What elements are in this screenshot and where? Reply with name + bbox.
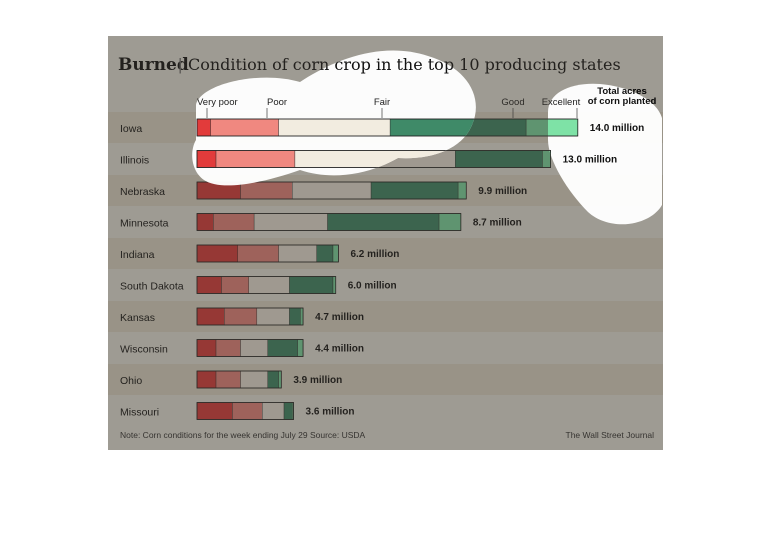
bar-outline-ohio: [196, 370, 282, 389]
highlight-value-header-1: Total acres: [597, 86, 646, 97]
bar-missouri-poor: [232, 402, 263, 420]
bar-missouri-good: [283, 402, 293, 420]
bar-outline-nebraska: [196, 181, 467, 200]
bar-ohio-poor: [215, 370, 241, 389]
bar-wisconsin-fair: [240, 339, 268, 357]
bar-indiana-fair: [278, 244, 317, 263]
bar-nebraska-excellent: [457, 181, 467, 200]
bar-missouri-fair: [262, 402, 285, 420]
highlight-legend-poor: Poor: [267, 97, 287, 108]
bar-indiana-good: [316, 244, 334, 263]
highlight-value-header-2: of corn planted: [588, 96, 657, 107]
highlight-bar-illinois-poor: [215, 150, 296, 168]
bar-kansas-poor: [223, 307, 258, 326]
highlight-bar-illinois-very-poor: [196, 150, 217, 168]
bar-illinois-excellent: [542, 150, 551, 168]
row-band-wisconsin: [108, 332, 663, 364]
bar-minnesota-very-poor: [196, 213, 214, 231]
row-band-missouri: [108, 395, 663, 427]
row-band-ohio: [108, 364, 663, 395]
bar-south-dakota-fair: [248, 276, 290, 294]
category-label-wisconsin: Wisconsin: [120, 344, 168, 356]
bar-outline-minnesota: [196, 213, 462, 231]
bar-minnesota-fair: [253, 213, 328, 231]
bar-outline-indiana: [196, 244, 339, 263]
bar-kansas-good: [289, 307, 301, 326]
highlight-bar-iowa-poor: [210, 118, 279, 137]
category-label-ohio: Ohio: [120, 375, 142, 387]
category-label-indiana: Indiana: [120, 249, 155, 261]
chart-credit: The Wall Street Journal: [566, 430, 655, 440]
bar-outline-wisconsin: [196, 339, 304, 357]
highlight-total-label-illinois: 13.0 million: [563, 155, 617, 166]
bar-minnesota-good: [327, 213, 440, 231]
highlight-legend-very-poor: Very poor: [197, 97, 238, 108]
total-label-minnesota: 8.7 million: [473, 218, 522, 229]
chart-title: Burned: [118, 55, 189, 75]
total-label-nebraska: 9.9 million: [478, 186, 527, 197]
bar-south-dakota-excellent: [332, 276, 336, 294]
highlight-total-label-iowa: 14.0 million: [590, 123, 644, 134]
bar-outline-south-dakota: [196, 276, 337, 294]
bar-kansas-excellent: [300, 307, 304, 326]
total-label-ohio: 3.9 million: [293, 375, 342, 386]
bar-ohio-fair: [240, 370, 268, 389]
category-label-nebraska: Nebraska: [120, 186, 165, 198]
bar-wisconsin-excellent: [297, 339, 304, 357]
highlight-bar-iowa-fair: [278, 118, 391, 137]
total-label-missouri: 3.6 million: [306, 407, 355, 418]
legend-label-good: Good: [501, 97, 524, 108]
total-label-indiana: 6.2 million: [350, 249, 399, 260]
category-label-illinois: Illinois: [120, 155, 149, 167]
bar-kansas-very-poor: [196, 307, 225, 326]
category-label-south-dakota: South Dakota: [120, 281, 184, 293]
bar-kansas-fair: [256, 307, 290, 326]
bar-ohio-excellent: [278, 370, 282, 389]
category-label-missouri: Missouri: [120, 407, 159, 419]
total-label-wisconsin: 4.4 million: [315, 344, 364, 355]
title-separator: |: [178, 55, 182, 74]
highlight-bar-iowa-very-poor: [196, 118, 211, 137]
total-label-south-dakota: 6.0 million: [348, 281, 397, 292]
category-label-minnesota: Minnesota: [120, 218, 169, 230]
bar-indiana-poor: [237, 244, 279, 263]
bar-wisconsin-poor: [215, 339, 241, 357]
total-label-kansas: 4.7 million: [315, 312, 364, 323]
bar-wisconsin-very-poor: [196, 339, 217, 357]
highlight-legend-excellent: Excellent: [542, 97, 581, 108]
bar-minnesota-excellent: [438, 213, 462, 231]
category-label-iowa: Iowa: [120, 123, 142, 135]
bar-nebraska-poor: [240, 181, 293, 200]
chart-note: Note: Corn conditions for the week endin…: [120, 430, 366, 440]
row-band-kansas: [108, 301, 663, 332]
bar-south-dakota-poor: [221, 276, 249, 294]
bar-outline-missouri: [196, 402, 294, 420]
category-label-kansas: Kansas: [120, 312, 155, 324]
bar-illinois-good: [455, 150, 543, 168]
highlight-legend-fair: Fair: [374, 97, 390, 108]
bar-ohio-good: [267, 370, 279, 389]
bar-minnesota-poor: [213, 213, 255, 231]
bar-wisconsin-good: [267, 339, 298, 357]
bar-indiana-very-poor: [196, 244, 238, 263]
bar-nebraska-fair: [292, 181, 372, 200]
bar-south-dakota-very-poor: [196, 276, 222, 294]
highlight-bar-outline-iowa: [196, 118, 579, 137]
bar-south-dakota-good: [289, 276, 334, 294]
bar-outline-kansas: [196, 307, 304, 326]
bar-indiana-excellent: [332, 244, 339, 263]
bar-ohio-very-poor: [196, 370, 217, 389]
bar-nebraska-good: [370, 181, 459, 200]
bar-missouri-very-poor: [196, 402, 233, 420]
